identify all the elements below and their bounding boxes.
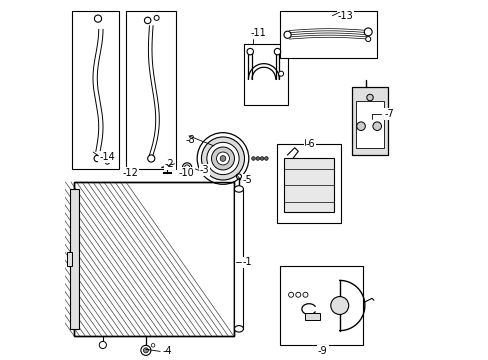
Bar <box>72 12 119 169</box>
Text: -12: -12 <box>122 168 138 178</box>
Circle shape <box>366 94 372 101</box>
Circle shape <box>295 292 300 297</box>
Circle shape <box>151 343 155 347</box>
Circle shape <box>220 156 225 161</box>
Circle shape <box>330 297 348 315</box>
Circle shape <box>284 31 290 39</box>
Circle shape <box>264 157 267 160</box>
Bar <box>280 266 362 345</box>
Circle shape <box>182 163 191 172</box>
Circle shape <box>141 345 151 355</box>
Circle shape <box>372 122 381 131</box>
Text: -3: -3 <box>199 165 209 175</box>
Bar <box>74 182 233 336</box>
Circle shape <box>246 48 253 55</box>
Text: -11: -11 <box>250 28 266 39</box>
Circle shape <box>206 142 239 175</box>
Circle shape <box>274 48 280 55</box>
Ellipse shape <box>234 186 243 192</box>
Circle shape <box>211 147 234 170</box>
Circle shape <box>143 348 148 353</box>
Circle shape <box>365 37 370 41</box>
Circle shape <box>147 155 155 162</box>
Circle shape <box>364 28 371 36</box>
Circle shape <box>201 137 244 180</box>
Circle shape <box>105 160 109 164</box>
Bar <box>244 44 287 105</box>
Circle shape <box>99 341 106 348</box>
Bar <box>280 12 376 58</box>
Circle shape <box>197 133 248 184</box>
Bar <box>126 12 176 169</box>
Bar <box>284 158 333 212</box>
Text: -13: -13 <box>337 12 353 22</box>
Circle shape <box>144 17 151 24</box>
Text: -2: -2 <box>164 159 174 169</box>
Bar <box>351 87 387 155</box>
Circle shape <box>288 292 293 297</box>
Circle shape <box>356 122 365 131</box>
Bar <box>355 101 384 148</box>
Ellipse shape <box>234 325 243 332</box>
Text: -6: -6 <box>305 139 314 149</box>
Bar <box>67 252 72 266</box>
Circle shape <box>278 71 283 76</box>
Circle shape <box>110 157 113 160</box>
Circle shape <box>260 157 264 160</box>
Bar <box>305 313 319 320</box>
Text: -10: -10 <box>178 168 194 178</box>
Circle shape <box>94 15 102 22</box>
Bar <box>74 182 233 336</box>
Text: -9: -9 <box>317 346 327 356</box>
Bar <box>234 189 243 329</box>
Text: -5: -5 <box>242 175 252 185</box>
Text: -14: -14 <box>99 152 115 162</box>
Circle shape <box>236 174 241 179</box>
Bar <box>276 144 341 223</box>
Text: -8: -8 <box>185 135 195 145</box>
Circle shape <box>303 292 307 297</box>
Circle shape <box>94 155 101 162</box>
Text: -4: -4 <box>162 346 171 356</box>
Circle shape <box>255 157 259 160</box>
Circle shape <box>184 165 189 170</box>
Text: -7: -7 <box>384 109 393 119</box>
Text: -1: -1 <box>242 257 252 267</box>
Circle shape <box>251 157 255 160</box>
Bar <box>70 189 79 329</box>
Circle shape <box>216 152 229 165</box>
Circle shape <box>154 15 159 21</box>
